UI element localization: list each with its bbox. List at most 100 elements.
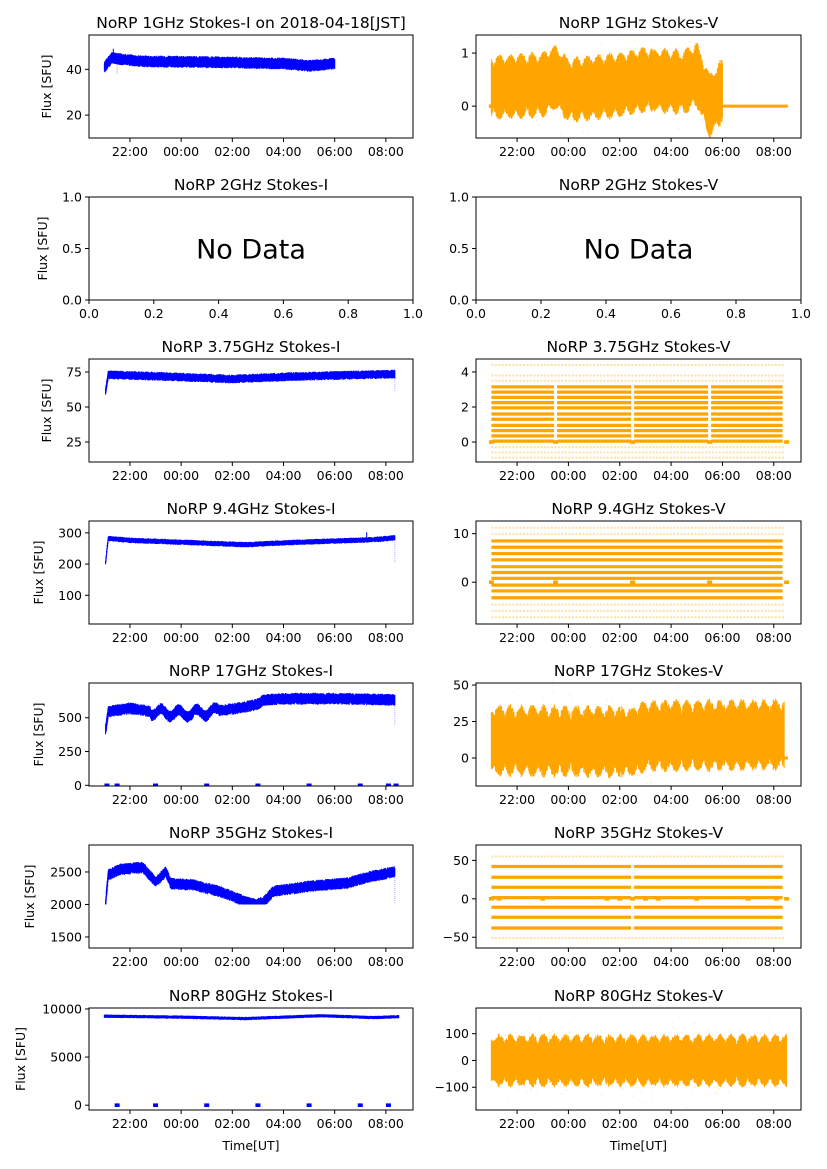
x-tick-label: 22:00 — [112, 954, 148, 969]
y-tick-label: 2 — [461, 399, 469, 414]
y-tick-label: 0 — [461, 575, 469, 590]
x-tick-label: 04:00 — [653, 144, 689, 159]
x-tick-label: 00:00 — [550, 468, 586, 483]
x-tick-label: 04:00 — [653, 792, 689, 807]
y-tick-label: 200 — [58, 557, 82, 572]
x-tick-label: 02:00 — [602, 630, 638, 645]
plot-area — [103, 48, 336, 74]
data-series — [103, 1014, 400, 1021]
y-tick-label: 2500 — [50, 864, 82, 879]
y-tick-label: 1.0 — [449, 190, 469, 205]
panel-17ghz-v: NoRP 17GHz Stokes-V 0 25 50 22:00 00:00 02:00 0… — [453, 662, 802, 807]
zero-marker — [540, 897, 546, 901]
x-tick-label: 08:00 — [756, 630, 792, 645]
axes-frame — [88, 358, 414, 463]
y-tick-label: 0.5 — [62, 241, 82, 256]
zero-marker — [553, 580, 559, 585]
plot-area — [104, 692, 399, 786]
x-tick-label: 22:00 — [112, 792, 148, 807]
y-axis-label: Flux [SFU] — [22, 865, 37, 929]
zero-marker — [630, 104, 636, 108]
y-tick-label: −100 — [435, 1080, 469, 1095]
zero-marker — [393, 783, 399, 786]
x-tick-label: 06:00 — [317, 144, 353, 159]
zero-marker — [707, 440, 713, 444]
x-tick-label: 06:00 — [704, 792, 740, 807]
zero-marker — [773, 897, 779, 901]
y-tick-label: 10 — [453, 526, 469, 541]
zero-marker — [153, 783, 159, 786]
y-tick-label: 0.0 — [449, 293, 469, 308]
axes-frame — [475, 1007, 802, 1111]
x-tick-label: 00:00 — [163, 1116, 199, 1131]
x-tick-label: 00:00 — [550, 792, 586, 807]
x-tick-label: 04:00 — [653, 1116, 689, 1131]
y-tick-label: 0 — [461, 891, 469, 906]
zero-marker — [488, 897, 494, 901]
x-tick-label: 08:00 — [756, 954, 792, 969]
x-tick-label: 06:00 — [317, 954, 353, 969]
y-axis-label: Flux [SFU] — [39, 379, 54, 443]
data-series — [103, 52, 336, 73]
x-tick-label: 02:00 — [214, 144, 250, 159]
panel-3.75ghz-v: NoRP 3.75GHz Stokes-V 0 2 4 22:00 00:00 02:00 0… — [461, 338, 802, 483]
panel-80ghz-v: NoRP 80GHz Stokes-V −100 0 100 22:00 00:00 02:… — [435, 987, 802, 1153]
panel-80ghz-i: NoRP 80GHz Stokes-I 0 5000 10000 22:00 00:00 0… — [13, 987, 414, 1153]
panel-9.4ghz-i: NoRP 9.4GHz Stokes-I 100 200 300 22:00 00:00 0… — [31, 500, 414, 645]
plot-area — [105, 369, 396, 395]
y-tick-label: 20 — [66, 108, 82, 123]
x-tick-label: 00:00 — [550, 1116, 586, 1131]
y-tick-label: 10000 — [42, 1001, 82, 1016]
x-tick-label: 00:00 — [163, 468, 199, 483]
x-tick-label: 08:00 — [756, 792, 792, 807]
y-tick-label: 0.5 — [449, 241, 469, 256]
x-tick-label: 04:00 — [265, 468, 301, 483]
chart-title: NoRP 1GHz Stokes-I on 2018-04-18[JST] — [96, 14, 406, 32]
zero-marker — [694, 897, 700, 901]
x-tick-label: 08:00 — [756, 144, 792, 159]
y-axis-label: Flux [SFU] — [31, 703, 46, 767]
x-tick-label: 00:00 — [550, 954, 586, 969]
chart-title: NoRP 35GHz Stokes-V — [554, 824, 724, 842]
zero-marker — [357, 783, 363, 786]
x-tick-label: 22:00 — [112, 144, 148, 159]
x-tick-label: 0.6 — [661, 306, 681, 321]
data-series — [105, 369, 396, 395]
y-tick-label: 100 — [445, 1026, 469, 1041]
x-tick-label: 06:00 — [317, 630, 353, 645]
x-tick-label: 22:00 — [499, 1116, 535, 1131]
x-tick-label: 00:00 — [163, 144, 199, 159]
x-tick-label: 0.0 — [79, 306, 99, 321]
y-tick-label: 0 — [74, 778, 82, 793]
chart-title: NoRP 9.4GHz Stokes-V — [551, 500, 726, 518]
zero-marker — [488, 440, 494, 444]
x-tick-label: 04:00 — [265, 1116, 301, 1131]
x-tick-label: 04:00 — [265, 144, 301, 159]
x-axis-label: Time[UT] — [221, 1138, 279, 1153]
y-tick-label: 1500 — [50, 929, 82, 944]
x-tick-label: 02:00 — [602, 468, 638, 483]
x-tick-label: 02:00 — [602, 954, 638, 969]
panel-9.4ghz-v: NoRP 9.4GHz Stokes-V 0 10 22:00 00:00 02:00 04… — [453, 500, 802, 645]
x-tick-label: 0.4 — [596, 306, 616, 321]
zero-marker — [385, 1103, 391, 1107]
x-tick-label: 22:00 — [499, 144, 535, 159]
x-tick-label: 00:00 — [163, 792, 199, 807]
x-tick-label: 06:00 — [704, 630, 740, 645]
y-tick-label: 300 — [58, 525, 82, 540]
chart-title: NoRP 17GHz Stokes-V — [554, 662, 724, 680]
zero-marker — [630, 580, 636, 585]
x-tick-label: 06:00 — [317, 468, 353, 483]
zero-marker — [707, 580, 713, 585]
y-tick-label: 0.0 — [62, 293, 82, 308]
zero-marker — [114, 1103, 120, 1107]
no-data-label: No Data — [584, 235, 694, 266]
y-tick-label: 50 — [453, 853, 469, 868]
x-tick-label: 08:00 — [368, 468, 404, 483]
x-tick-label: 04:00 — [265, 630, 301, 645]
zero-marker — [204, 1103, 210, 1107]
chart-title: NoRP 3.75GHz Stokes-I — [162, 338, 341, 356]
zero-marker — [630, 440, 636, 444]
zero-marker — [153, 1103, 159, 1107]
panel-35ghz-v: NoRP 35GHz Stokes-V −50 0 50 22:00 00:00 02:00… — [443, 824, 802, 969]
